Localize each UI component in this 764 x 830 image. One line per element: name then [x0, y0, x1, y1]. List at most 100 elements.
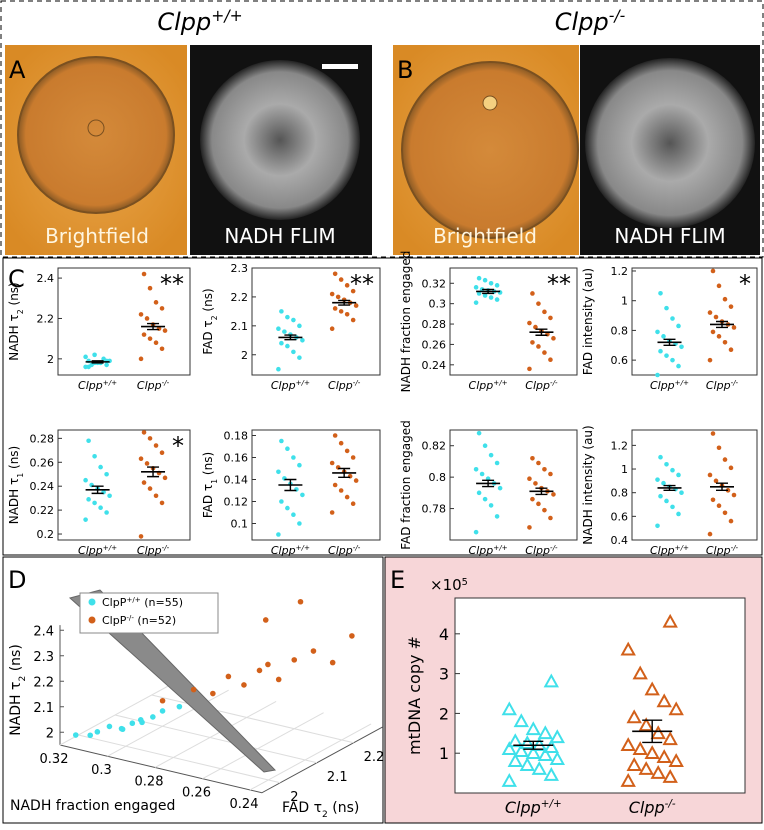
- y-tick-label: 1.2: [611, 439, 629, 452]
- error-bar: [642, 719, 663, 744]
- data-point: [285, 343, 290, 349]
- group-label: Clpp+/+: [78, 378, 117, 393]
- data-point: [153, 340, 159, 345]
- data-point: [650, 765, 666, 779]
- text-part: Clpp: [505, 798, 541, 817]
- text-part: Clpp: [78, 544, 103, 557]
- sup-text: -/-: [162, 378, 170, 387]
- y-axis-label: NADH fraction engaged: [399, 251, 413, 393]
- y-tick-label: 0.78: [422, 503, 447, 516]
- text-part: (ns): [7, 282, 21, 309]
- text-part: (ns): [201, 288, 215, 315]
- data-point: [476, 490, 482, 496]
- data-point: [655, 372, 660, 378]
- plot-frame: [631, 267, 758, 376]
- data-point: [731, 492, 737, 498]
- data-point: [548, 315, 553, 321]
- text-part: Clpp: [271, 379, 296, 392]
- data-point: [551, 336, 556, 341]
- panel-label: A: [9, 56, 26, 84]
- data-point: [661, 334, 666, 339]
- data-point: [664, 462, 669, 467]
- data-point: [536, 501, 541, 507]
- data-point: [482, 443, 488, 449]
- data-point: [279, 309, 284, 314]
- data-point: [350, 501, 356, 507]
- data-point: [494, 297, 500, 302]
- data-point: [710, 268, 716, 274]
- group-label: Clpp-/-: [525, 543, 558, 558]
- data-point: [144, 316, 150, 321]
- y-axis-label: FAD fraction engaged: [399, 420, 413, 550]
- data-point: [83, 517, 88, 522]
- grid-line: [151, 694, 354, 744]
- data-point: [543, 767, 559, 781]
- nucleus: [87, 119, 105, 137]
- grid-line: [78, 734, 281, 784]
- sub-text: 2: [16, 309, 25, 314]
- data-point: [106, 723, 113, 730]
- group-label: Clpp-/-: [706, 378, 739, 393]
- data-point: [141, 480, 147, 485]
- data-point: [473, 529, 479, 535]
- scale-bar: [322, 64, 358, 69]
- data-point: [501, 773, 517, 787]
- data-point: [241, 682, 247, 688]
- data-point: [332, 306, 338, 311]
- data-point: [350, 288, 356, 294]
- data-point: [282, 329, 287, 334]
- data-point: [329, 460, 335, 466]
- text-part: NADH fraction engaged: [399, 251, 413, 393]
- sup-text: +/+: [126, 595, 140, 604]
- text-part: NADH intensity (au): [581, 425, 595, 544]
- data-point: [530, 340, 535, 345]
- data-point: [644, 745, 660, 760]
- y-tick-label: 0.14: [224, 474, 249, 487]
- data-point: [731, 325, 737, 330]
- text-part: (ns): [7, 446, 21, 473]
- text-part: ClpP: [102, 614, 127, 627]
- data-point: [513, 713, 529, 728]
- data-point: [147, 336, 153, 341]
- y-tick-label: 1.2: [611, 265, 629, 278]
- data-point: [536, 460, 541, 466]
- data-point: [297, 355, 302, 360]
- error-bar: [91, 485, 104, 495]
- data-point: [551, 492, 556, 497]
- data-point: [542, 309, 547, 315]
- data-point: [542, 466, 547, 472]
- sub-text: 2: [210, 315, 219, 320]
- data-point: [332, 433, 338, 438]
- data-point: [344, 283, 350, 288]
- data-point: [338, 488, 344, 493]
- data-point: [549, 729, 565, 744]
- x-tick-label: 0.32: [40, 752, 69, 767]
- axis-line: [59, 726, 384, 794]
- data-point: [476, 430, 482, 436]
- x-tick-label: 0.3: [91, 763, 112, 778]
- data-point: [716, 334, 722, 339]
- data-point: [658, 454, 663, 460]
- image-caption: Brightfield: [433, 224, 537, 248]
- panel-a: [5, 45, 372, 255]
- x-axis-label: NADH fraction engaged: [10, 798, 175, 814]
- data-point: [670, 316, 675, 321]
- z-tick-label: 2.1: [33, 701, 54, 716]
- y-tick-label: 2: [290, 790, 298, 805]
- data-point: [536, 344, 541, 349]
- group-label: Clpp+/+: [78, 543, 117, 558]
- data-point: [662, 731, 678, 746]
- legend-marker: [88, 616, 96, 624]
- y-tick-label: 1: [621, 295, 628, 308]
- y-tick-label: 0.32: [422, 277, 447, 290]
- data-point: [338, 277, 344, 282]
- text-part: (ns): [328, 800, 360, 816]
- y-tick-label: 2: [439, 704, 449, 723]
- y-tick-label: 0.4: [611, 534, 629, 547]
- data-point: [476, 275, 482, 281]
- group-label: Clpp+/+: [271, 543, 310, 558]
- data-point: [329, 659, 336, 666]
- y-tick-label: 2.4: [37, 272, 55, 285]
- data-point: [256, 667, 263, 674]
- data-point: [537, 747, 553, 761]
